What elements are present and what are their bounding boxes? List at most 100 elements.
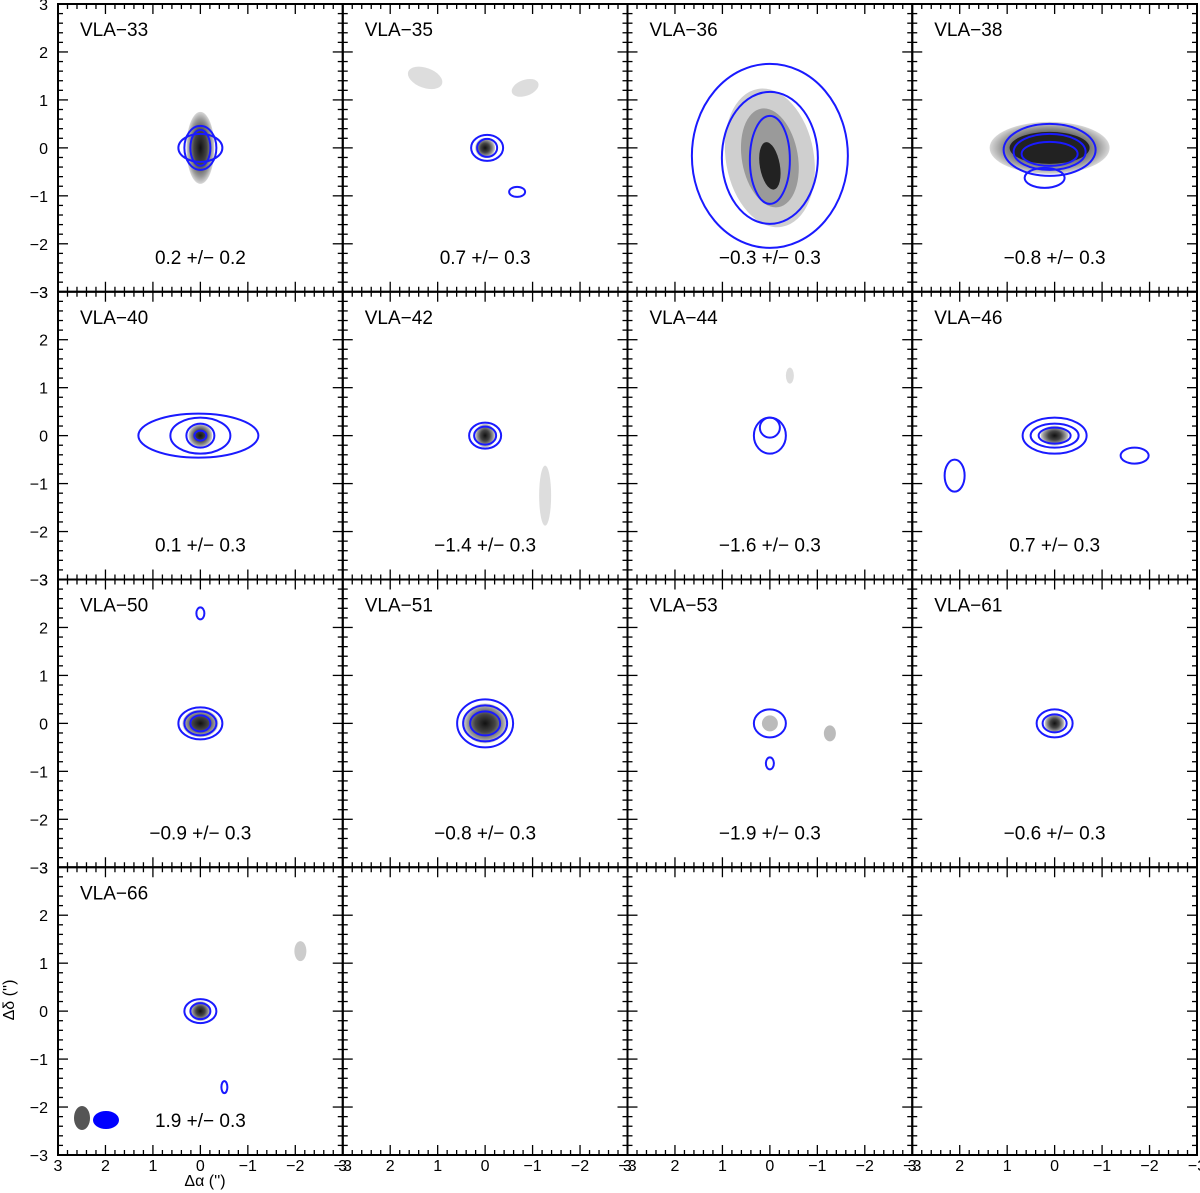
x-tick-label: 1 [718, 1158, 727, 1175]
spectral-index-label: 1.9 +/− 0.3 [155, 1111, 246, 1132]
panel [626, 866, 914, 1156]
panel-frame [341, 866, 629, 1156]
blue-contour [468, 421, 503, 450]
y-tick-label: 2 [39, 908, 48, 925]
y-tick-label: −3 [30, 573, 48, 590]
source-name: VLA−61 [934, 596, 1002, 617]
blue-contour [1029, 422, 1080, 449]
x-tick-label: −1 [523, 1158, 541, 1175]
blue-contour [177, 132, 224, 163]
y-tick-label: 1 [39, 381, 48, 398]
panel-frame [911, 866, 1198, 1156]
y-tick-label: 3 [39, 0, 48, 14]
x-tick-label: −1 [1093, 1158, 1111, 1175]
panel: VLA−46 0.7 +/− 0.3 [911, 290, 1198, 581]
y-tick-label: 1 [39, 956, 48, 973]
blue-contour [752, 416, 787, 455]
blue-contour [189, 128, 212, 167]
blue-contour [1037, 426, 1072, 445]
gray-emission [407, 66, 443, 90]
panel: VLA−33 0.2 +/− 0.2 [57, 3, 344, 293]
x-tick-label: 0 [196, 1158, 205, 1175]
spectral-index-label: −0.8 +/− 0.3 [1004, 248, 1106, 269]
gray-emission [475, 423, 496, 448]
x-tick-label: 3 [54, 1158, 63, 1175]
x-tick-label: 0 [765, 1158, 774, 1175]
gray-emission [759, 142, 781, 190]
panel: VLA−53 −1.9 +/− 0.3 [626, 578, 914, 869]
gray-emission [785, 367, 794, 384]
y-tick-label: 2 [39, 333, 48, 350]
x-tick-label: −2 [1140, 1158, 1158, 1175]
source-name: VLA−42 [365, 308, 433, 329]
blue-contour [169, 416, 232, 455]
spectral-index-label: −1.9 +/− 0.3 [719, 823, 821, 844]
blue-contour [470, 133, 505, 162]
gray-emission [188, 423, 213, 448]
spectral-index-label: −1.6 +/− 0.3 [719, 536, 821, 557]
source-name: VLA−66 [80, 883, 148, 904]
source-name: VLA−44 [650, 308, 719, 329]
y-tick-label: −1 [30, 1052, 48, 1069]
gray-emission [1044, 713, 1065, 734]
blue-contour [177, 706, 224, 741]
panel: VLA−40 0.1 +/− 0.3 [57, 290, 344, 581]
spectral-index-label: −0.3 +/− 0.3 [719, 248, 821, 269]
y-tick-label: 1 [39, 93, 48, 110]
beam-gray-ellipse [74, 1106, 90, 1130]
blue-contour [752, 708, 787, 739]
blue-contour [1012, 132, 1087, 171]
blue-contour [183, 124, 218, 171]
gray-emission [294, 941, 307, 962]
y-tick-label: −1 [30, 189, 48, 206]
blue-contour [183, 998, 218, 1025]
gray-emission [1040, 425, 1069, 446]
x-tick-label: −3 [903, 1158, 921, 1175]
y-tick-label: 2 [39, 45, 48, 62]
panel [341, 866, 629, 1156]
x-tick-label: −1 [239, 1158, 257, 1175]
blue-contour [193, 429, 208, 442]
y-tick-label: 0 [39, 1004, 48, 1021]
source-name: VLA−53 [650, 596, 718, 617]
gray-emission [539, 465, 552, 526]
blue-contour [1020, 140, 1079, 167]
spectral-index-label: −1.4 +/− 0.3 [434, 536, 536, 557]
blue-contour [185, 422, 216, 449]
blue-contour [195, 606, 206, 621]
x-tick-label: −2 [856, 1158, 874, 1175]
x-tick-label: −2 [571, 1158, 589, 1175]
x-tick-label: 2 [386, 1158, 395, 1175]
blue-contour [189, 1002, 212, 1021]
source-name: VLA−36 [650, 20, 718, 41]
y-tick-label: −3 [30, 860, 48, 877]
y-tick-label: 3 [39, 285, 48, 302]
y-tick-label: −1 [30, 764, 48, 781]
source-name: VLA−51 [365, 596, 433, 617]
x-tick-label: 1 [148, 1158, 157, 1175]
blue-contour [476, 137, 499, 158]
x-tick-label: 3 [338, 1158, 347, 1175]
blue-contour [748, 114, 791, 205]
gray-emission [190, 1001, 211, 1022]
blue-contour [189, 714, 212, 733]
blue-contour [456, 698, 515, 749]
y-tick-label: 0 [39, 429, 48, 446]
panel: VLA−42 −1.4 +/− 0.3 [341, 290, 629, 581]
panel: VLA−44 −1.6 +/− 0.3 [626, 290, 914, 581]
x-tick-label: 0 [481, 1158, 490, 1175]
x-tick-label: 3 [908, 1158, 917, 1175]
panel [911, 866, 1198, 1156]
x-tick-label: −3 [618, 1158, 636, 1175]
gray-emission [186, 111, 215, 184]
spectral-index-label: 0.7 +/− 0.3 [440, 248, 531, 269]
blue-contour [758, 416, 781, 439]
blue-contour [1035, 708, 1074, 739]
source-name: VLA−46 [934, 308, 1002, 329]
x-tick-label: 2 [101, 1158, 110, 1175]
panel: VLA−50 −0.9 +/− 0.3 [57, 578, 344, 869]
source-name: VLA−40 [80, 308, 148, 329]
x-tick-label: 1 [1003, 1158, 1012, 1175]
blue-contour [469, 710, 502, 737]
